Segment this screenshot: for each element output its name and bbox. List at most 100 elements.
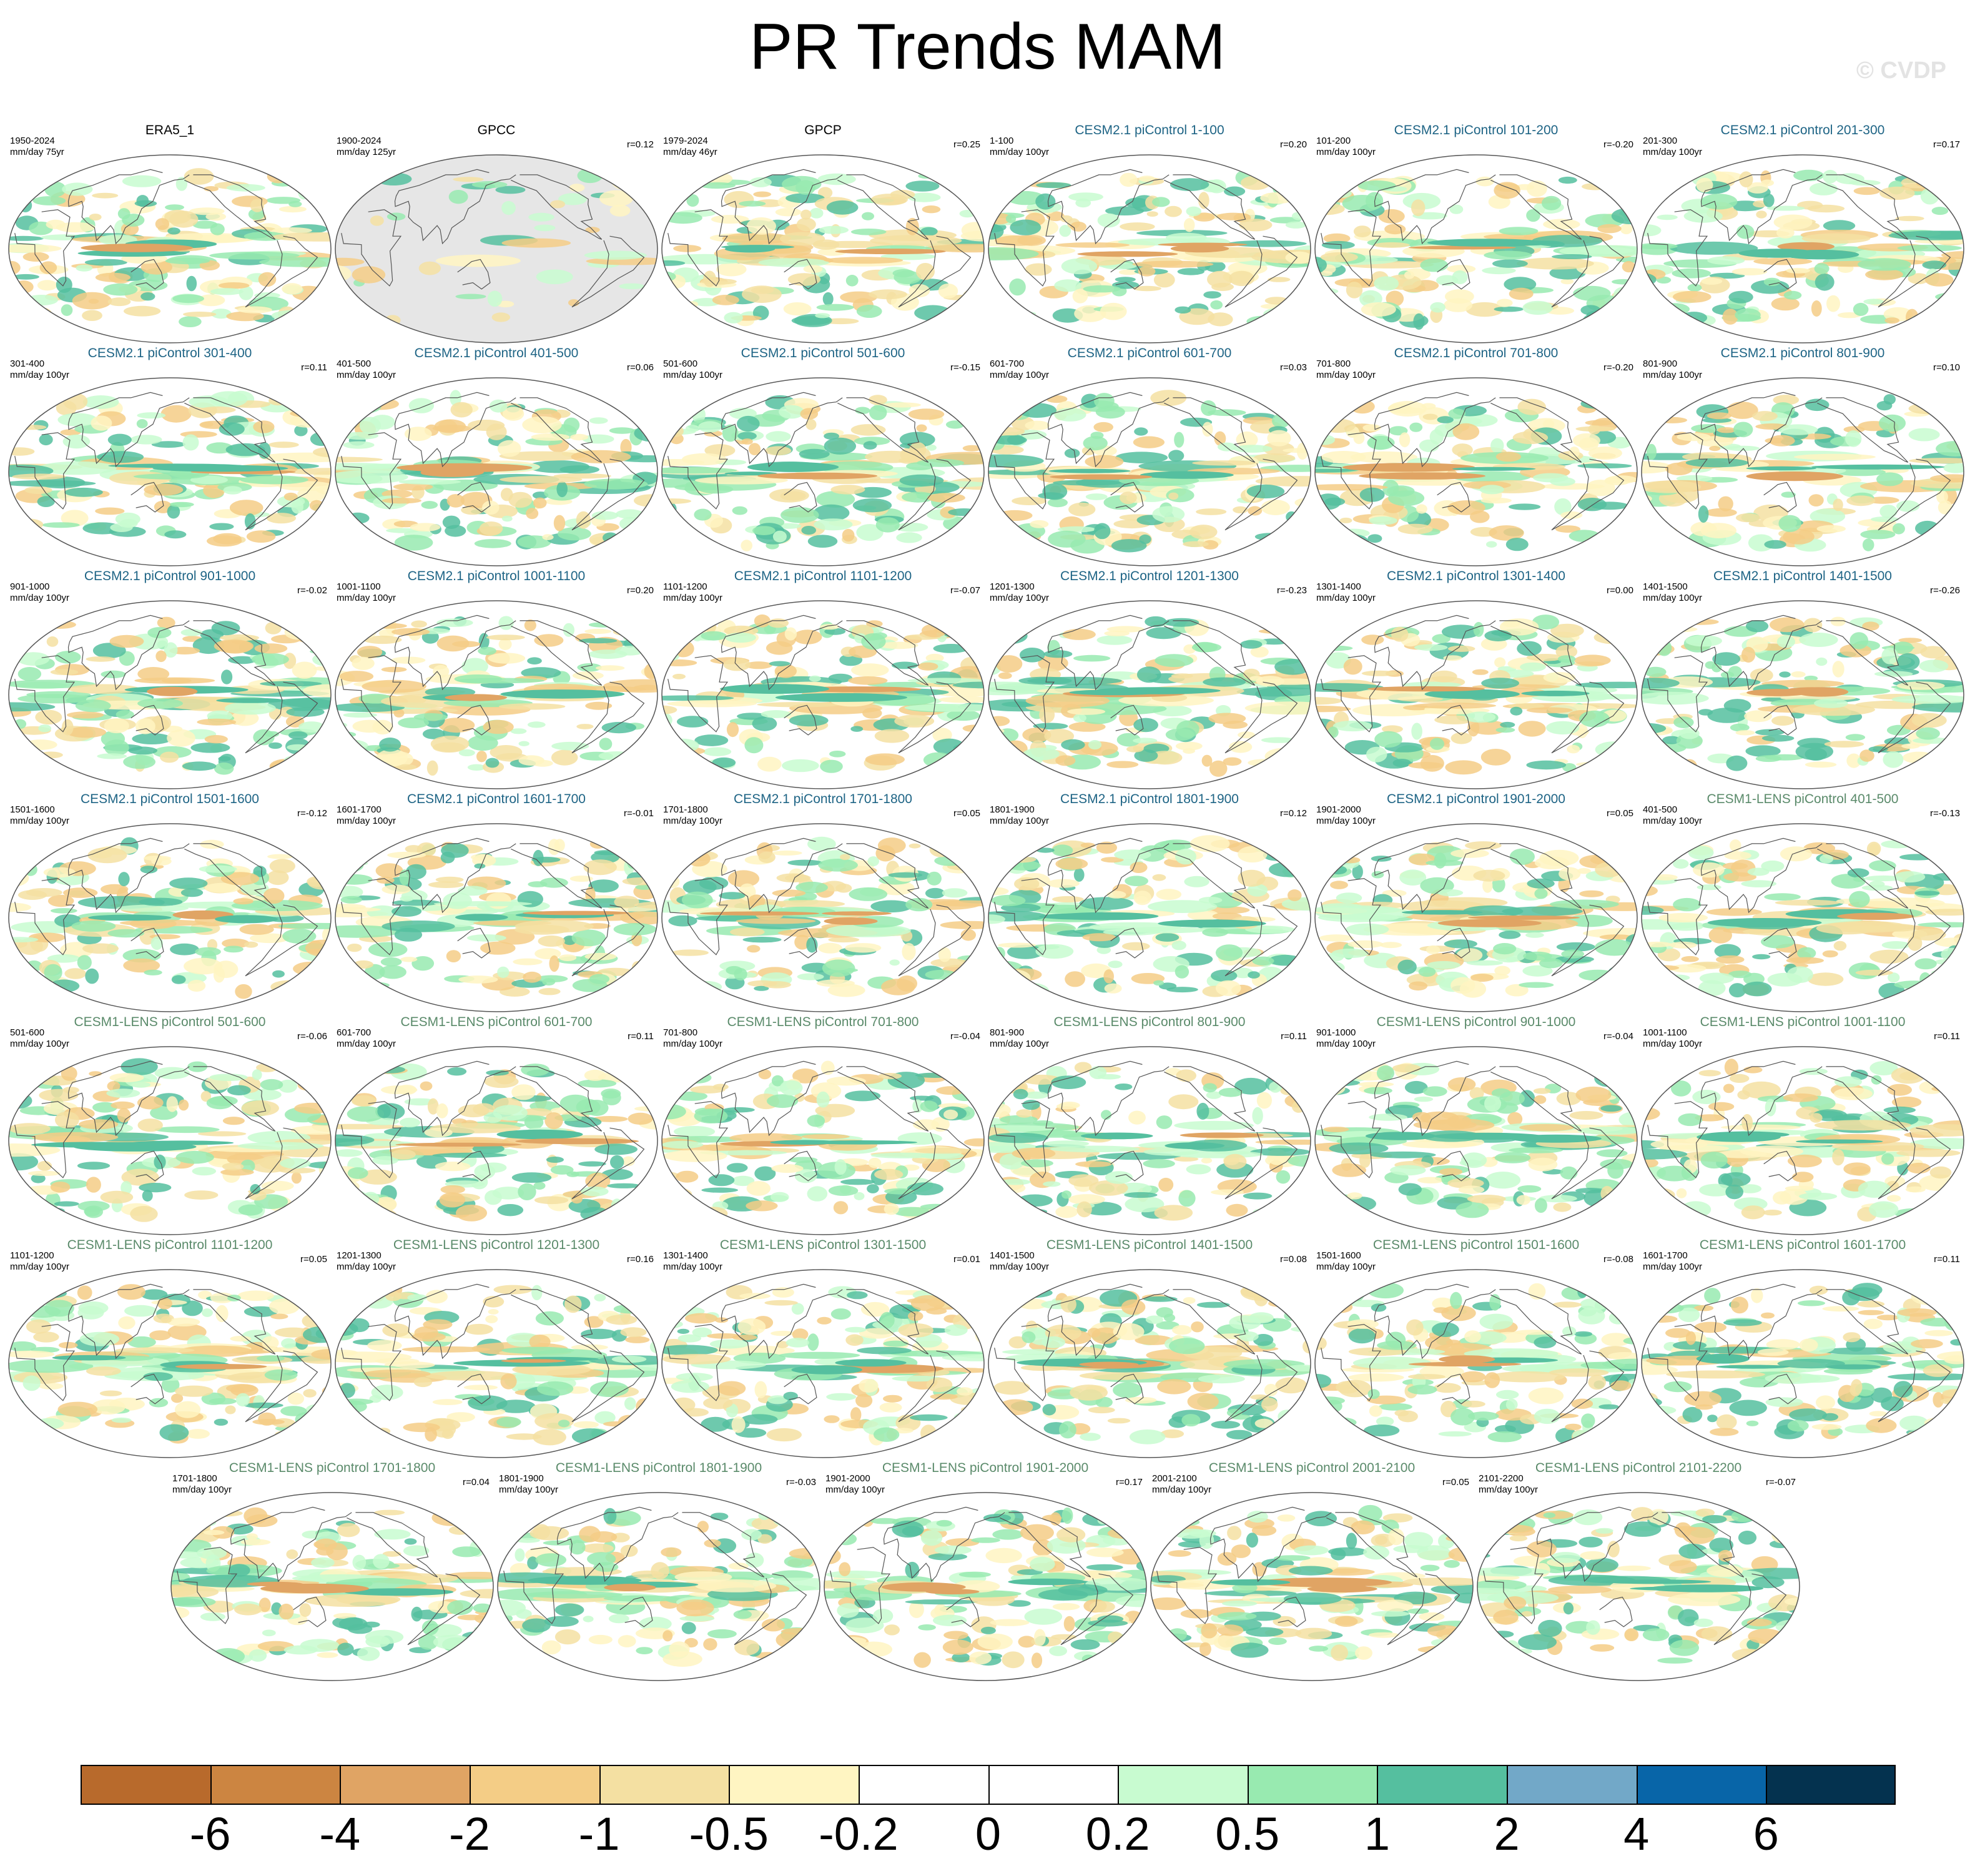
- map-panel: CESM2.1 piControl 1101-1200 1101-1200 mm/d…: [661, 568, 985, 790]
- trend-map-svg: [8, 1269, 332, 1458]
- colorbar-swatch: [1636, 1765, 1767, 1805]
- panel-years: 1001-1100: [1643, 1027, 1687, 1038]
- panel-years: 1101-1200: [10, 1250, 54, 1261]
- world-map: [1476, 1491, 1801, 1682]
- world-map: [661, 1045, 985, 1236]
- map-panel: CESM2.1 piControl 801-900 801-900 mm/day 1…: [1640, 345, 1965, 567]
- panel-title: CESM2.1 piControl 401-500: [414, 346, 579, 360]
- world-map: [334, 377, 659, 567]
- panel-years: 901-1000: [1316, 1027, 1356, 1038]
- panel-correlation: r=0.25: [953, 139, 980, 150]
- panel-units: mm/day 100yr: [1643, 1039, 1703, 1049]
- panel-units: mm/day 100yr: [1643, 1261, 1703, 1272]
- world-map: [987, 1045, 1312, 1236]
- world-map: [1314, 1268, 1638, 1459]
- map-panel: CESM1-LENS piControl 701-800 701-800 mm/da…: [661, 1014, 985, 1236]
- panel-years: 101-200: [1316, 136, 1351, 146]
- world-map: [334, 822, 659, 1013]
- panel-units: mm/day 100yr: [10, 370, 70, 380]
- trend-map-svg: [170, 1492, 494, 1681]
- trend-map-svg: [335, 1046, 658, 1235]
- world-map: [1640, 1268, 1965, 1459]
- colorbar-tick-label: 0.2: [1085, 1808, 1150, 1860]
- world-map: [334, 600, 659, 790]
- panel-correlation: r=0.01: [953, 1254, 980, 1265]
- trend-map-svg: [335, 1269, 658, 1458]
- trend-map-svg: [8, 377, 332, 566]
- panel-title: CESM2.1 piControl 301-400: [87, 346, 252, 360]
- world-map: [1640, 377, 1965, 567]
- panel-years: 1801-1900: [990, 804, 1035, 815]
- panel-correlation: r=-0.02: [297, 585, 327, 596]
- panel-units: mm/day 100yr: [663, 370, 723, 380]
- panel-correlation: r=0.11: [1934, 1254, 1960, 1265]
- map-panel: CESM1-LENS piControl 1801-1900 1801-1900 m…: [496, 1460, 821, 1682]
- trend-map-svg: [661, 1046, 985, 1235]
- trend-map-svg: [8, 600, 332, 789]
- panel-years: 2001-2100: [1152, 1473, 1197, 1484]
- panel-units: mm/day 100yr: [1316, 370, 1376, 380]
- map-panel: CESM1-LENS piControl 601-700 601-700 mm/da…: [334, 1014, 659, 1236]
- world-map: [661, 377, 985, 567]
- panel-years: 1-100: [990, 136, 1014, 146]
- colorbar-tick-label: 0.5: [1215, 1808, 1280, 1860]
- trend-map-svg: [335, 823, 658, 1012]
- world-map: [661, 600, 985, 790]
- panel-units: mm/day 100yr: [1643, 370, 1703, 380]
- panel-years: 701-800: [1316, 358, 1351, 369]
- panel-correlation: r=0.11: [301, 362, 327, 373]
- panel-units: mm/day 100yr: [1316, 1039, 1376, 1049]
- panel-title: CESM1-LENS piControl 1501-1600: [1372, 1238, 1580, 1252]
- colorbar-tick-label: -2: [449, 1808, 490, 1860]
- panel-correlation: r=0.16: [627, 1254, 654, 1265]
- panel-years: 801-900: [1643, 358, 1678, 369]
- colorbar-swatch: [469, 1765, 600, 1805]
- panel-years: 201-300: [1643, 136, 1678, 146]
- panel-title: CESM2.1 piControl 201-300: [1720, 123, 1885, 137]
- panel-years: 1401-1500: [990, 1250, 1035, 1261]
- trend-map-svg: [497, 1492, 820, 1681]
- colorbar-tick-label: 0: [975, 1808, 1002, 1860]
- panel-units: mm/day 100yr: [337, 593, 396, 603]
- world-map: [334, 154, 659, 344]
- panel-units: mm/day 100yr: [990, 816, 1050, 826]
- panel-units: mm/day 100yr: [10, 1261, 70, 1272]
- panel-title: GPCP: [804, 123, 842, 137]
- world-map: [1640, 1045, 1965, 1236]
- trend-map-svg: [988, 1046, 1311, 1235]
- map-panel: CESM2.1 piControl 1301-1400 1301-1400 mm/d…: [1314, 568, 1638, 790]
- world-map: [987, 377, 1312, 567]
- trend-map-svg: [661, 154, 985, 343]
- world-map: [170, 1491, 495, 1682]
- panel-correlation: r=0.04: [463, 1477, 490, 1488]
- colorbar-tick-label: 4: [1623, 1808, 1650, 1860]
- panel-title: CESM1-LENS piControl 1401-1500: [1046, 1238, 1253, 1252]
- panel-title: GPCC: [477, 123, 516, 137]
- trend-map-svg: [335, 154, 658, 343]
- trend-map-svg: [1641, 600, 1964, 789]
- panel-units: mm/day 100yr: [1316, 816, 1376, 826]
- panel-correlation: r=0.05: [300, 1254, 327, 1265]
- world-map: [661, 1268, 985, 1459]
- trend-map-svg: [1641, 154, 1964, 343]
- panel-years: 1979-2024: [663, 136, 708, 146]
- map-panel: CESM1-LENS piControl 1501-1600 1501-1600 m…: [1314, 1237, 1638, 1459]
- panel-title: CESM2.1 piControl 1401-1500: [1713, 569, 1892, 583]
- panel-correlation: r=-0.15: [950, 362, 980, 373]
- panel-title: CESM1-LENS piControl 1801-1900: [555, 1461, 762, 1475]
- panel-correlation: r=0.00: [1607, 585, 1633, 596]
- trend-map-svg: [1641, 377, 1964, 566]
- map-panel: CESM2.1 piControl 1801-1900 1801-1900 mm/d…: [987, 791, 1312, 1013]
- panel-years: 1301-1400: [1316, 581, 1361, 592]
- trend-map-svg: [1641, 1269, 1964, 1458]
- panel-years: 1701-1800: [663, 804, 708, 815]
- map-panel: CESM2.1 piControl 1401-1500 1401-1500 mm/d…: [1640, 568, 1965, 790]
- trend-map-svg: [988, 377, 1311, 566]
- panel-title: ERA5_1: [145, 123, 195, 137]
- map-panel: CESM2.1 piControl 1-100 1-100 mm/day 100yr…: [987, 122, 1312, 344]
- map-panel: CESM1-LENS piControl 1701-1800 1701-1800 m…: [170, 1460, 495, 1682]
- panel-title: CESM1-LENS piControl 401-500: [1707, 792, 1899, 806]
- trend-map-svg: [1150, 1492, 1474, 1681]
- panel-years: 1301-1400: [663, 1250, 708, 1261]
- panel-years: 2101-2200: [1479, 1473, 1524, 1484]
